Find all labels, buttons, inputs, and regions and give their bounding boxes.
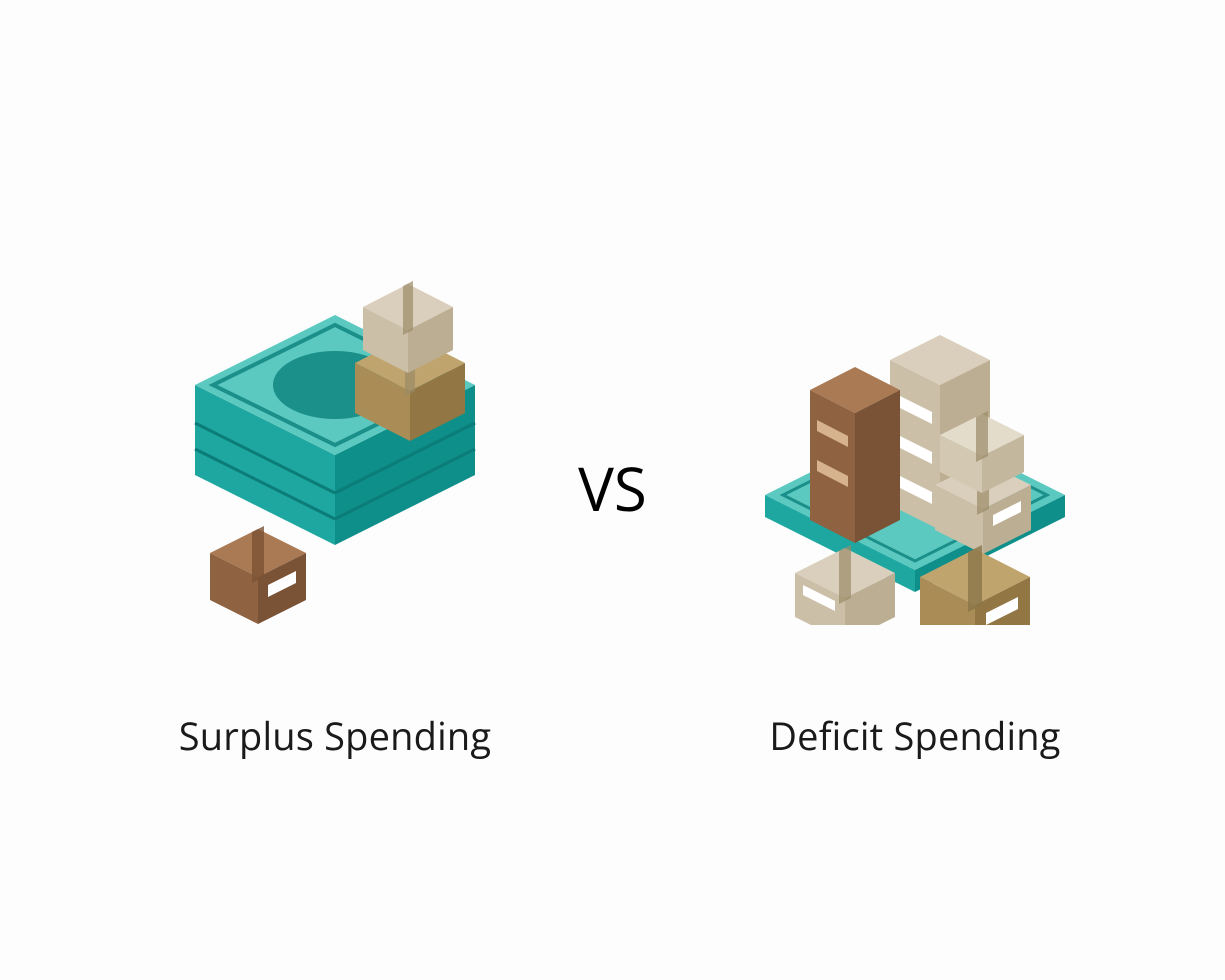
deficit-caption: Deficit Spending (735, 710, 1095, 762)
surplus-panel: Surplus Spending (155, 265, 515, 762)
vs-label: VS (578, 447, 647, 529)
deficit-panel: Deficit Spending (735, 265, 1095, 762)
deficit-illustration (735, 265, 1095, 625)
infographic-stage: Surplus Spending VS (0, 0, 1225, 980)
surplus-caption: Surplus Spending (155, 710, 515, 762)
surplus-illustration (155, 265, 515, 625)
